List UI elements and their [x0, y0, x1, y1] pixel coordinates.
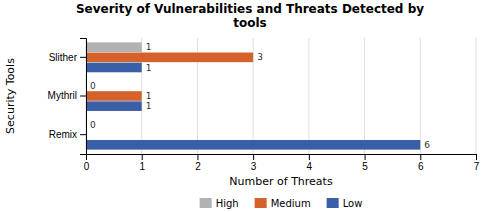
tick: 2 — [195, 154, 201, 172]
y-axis-title: Security Tools — [4, 58, 17, 134]
legend-label: Medium — [271, 198, 311, 209]
data-label: 0 — [90, 120, 96, 130]
grid-line — [308, 38, 309, 154]
grid — [86, 38, 476, 154]
tick-label: 3 — [251, 161, 257, 172]
tick-mark — [80, 96, 86, 97]
bars — [86, 42, 420, 149]
tick-mark — [80, 57, 86, 58]
legend-label: High — [216, 198, 239, 209]
data-label: 6 — [424, 140, 430, 150]
data-label: 1 — [146, 91, 152, 101]
legend-swatch — [327, 198, 339, 208]
legend-swatch — [200, 198, 212, 208]
tick-label: 6 — [418, 161, 424, 172]
x-axis: 0 1 2 3 4 5 6 7 — [84, 154, 480, 172]
data-label: 1 — [146, 42, 152, 52]
tick-label: 2 — [195, 161, 201, 172]
tick: Remix — [49, 129, 86, 140]
grid-line — [476, 38, 477, 154]
tick: Slither — [49, 52, 86, 63]
tick-label: 5 — [362, 161, 368, 172]
legend-item: Low — [327, 198, 363, 209]
tick-label: Slither — [49, 52, 78, 63]
tick: 0 — [84, 154, 90, 172]
bar — [86, 101, 142, 111]
tick-mark — [309, 154, 310, 160]
tick-mark — [365, 154, 366, 160]
bar — [86, 91, 142, 101]
tick-label: Mythril — [48, 90, 77, 101]
tick: 7 — [474, 154, 480, 172]
data-label: 0 — [90, 81, 96, 91]
tick: 3 — [251, 154, 257, 172]
bar — [86, 63, 142, 73]
data-label: 1 — [146, 63, 152, 73]
legend: High Medium Low — [200, 198, 363, 209]
bar — [86, 140, 420, 150]
tick-mark — [80, 134, 86, 135]
axis-line — [80, 39, 87, 155]
data-labels: 10031116 — [90, 42, 430, 150]
tick: 1 — [139, 154, 145, 172]
data-label: 1 — [146, 101, 152, 111]
bar — [86, 42, 142, 52]
tick-mark — [142, 154, 143, 160]
plot: 1003111601234567SlitherMythrilRemix — [48, 38, 480, 172]
y-axis: Slither Mythril Remix — [48, 39, 87, 155]
chart: 1003111601234567SlitherMythrilRemixNumbe… — [0, 0, 500, 212]
legend-label: Low — [343, 198, 363, 209]
tick-label: Remix — [49, 129, 77, 140]
tick-label: 1 — [139, 161, 145, 172]
tick-mark — [197, 154, 198, 160]
x-axis-title: Number of Threats — [229, 175, 333, 188]
legend-item: High — [200, 198, 239, 209]
axis-line — [87, 155, 477, 161]
data-label: 3 — [257, 52, 263, 62]
legend-swatch — [255, 198, 267, 208]
grid-line — [364, 38, 365, 154]
tick-label: 4 — [307, 161, 313, 172]
tick-label: 0 — [84, 161, 90, 172]
tick: Mythril — [48, 90, 86, 101]
tick-label: 7 — [474, 161, 480, 172]
tick-mark — [420, 154, 421, 160]
tick: 6 — [418, 154, 424, 172]
tick: 4 — [307, 154, 313, 172]
tick: 5 — [362, 154, 368, 172]
legend-item: Medium — [255, 198, 311, 209]
tick-mark — [476, 154, 477, 160]
title: Severity of Vulnerabilities and Threats … — [76, 2, 424, 30]
bar — [86, 53, 253, 63]
grid-line — [420, 38, 421, 154]
tick-mark — [253, 154, 254, 160]
